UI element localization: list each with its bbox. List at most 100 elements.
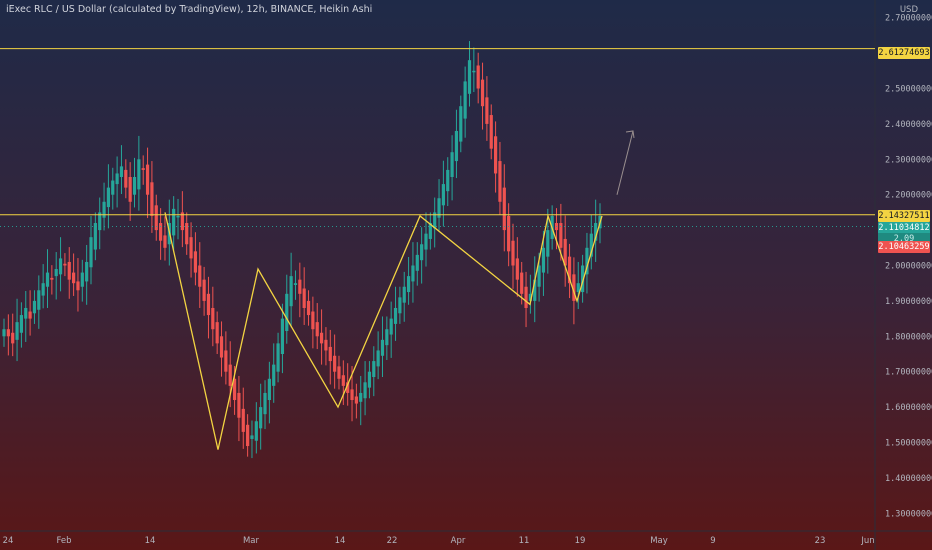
price-axis-label: 2.40000000 [885, 120, 932, 130]
candle-body [19, 315, 24, 333]
candlestick-series [2, 41, 602, 459]
candle-body [250, 435, 254, 439]
candle-body [346, 382, 350, 393]
time-axis-label: 23 [815, 536, 826, 546]
currency-label: USD [899, 5, 918, 15]
candle-body [385, 329, 389, 346]
time-axis-label: May [650, 536, 668, 546]
candle-body [232, 378, 237, 401]
candle-body [76, 281, 80, 291]
candle-body [115, 173, 119, 185]
price-axis-label: 2.30000000 [885, 155, 932, 165]
price-axis-label: 2.00000000 [885, 262, 932, 272]
candle-body [154, 205, 158, 231]
candle-body [206, 293, 211, 316]
candle-body [306, 300, 311, 316]
candle-body [293, 283, 298, 285]
candle-body [380, 339, 385, 356]
candle-body [119, 166, 124, 177]
candle-body [2, 329, 6, 337]
candle-body [337, 366, 341, 379]
candle-body [489, 115, 493, 149]
candle-body [585, 247, 589, 275]
candle-body [211, 307, 215, 330]
candle-body [389, 318, 393, 335]
candle-body [145, 164, 150, 195]
candle-body [172, 208, 176, 236]
candle-body [563, 238, 567, 266]
candle-body [128, 177, 132, 202]
candle-body [459, 106, 463, 142]
candle-body [541, 247, 546, 273]
candle-body [398, 297, 402, 314]
candle-body [594, 223, 598, 241]
candle-body [546, 230, 550, 257]
candle-body [520, 272, 524, 294]
candle-body [11, 332, 15, 344]
candle-body [289, 276, 293, 307]
price-axis-label: 1.70000000 [885, 368, 932, 378]
candle-body [446, 169, 450, 192]
candle-body [589, 233, 593, 257]
price-axis: 2.70000000 2.50000000 2.40000000 2.30000000… [885, 14, 932, 520]
candle-body [424, 233, 428, 250]
last-price-tag: 2.11034812 [878, 222, 930, 234]
time-axis-label: 19 [575, 536, 586, 546]
candle-body [502, 187, 506, 231]
candle-body [241, 408, 245, 432]
candle-body [93, 223, 97, 250]
candle-body [311, 311, 315, 330]
candle-body [276, 343, 280, 372]
candle-body [15, 322, 19, 340]
candle-body [102, 201, 106, 218]
candle-body [515, 258, 519, 280]
candle-body [85, 261, 89, 282]
candle-body [319, 332, 324, 344]
candle-body [124, 169, 128, 188]
horizontal-levels [0, 48, 875, 227]
candle-body [198, 265, 202, 287]
time-axis-label: Apr [451, 536, 466, 546]
projection-arrow-head [625, 130, 635, 139]
candle-body [67, 261, 71, 280]
candle-body [137, 159, 141, 190]
candle-body [6, 329, 10, 337]
candle-body [493, 136, 498, 174]
chart-title: iExec RLC / US Dollar (calculated by Tra… [6, 4, 373, 15]
zigzag-pattern-line[interactable] [164, 212, 603, 450]
candle-body [285, 293, 289, 331]
candle-body [402, 286, 406, 303]
time-axis: 24 Feb 14 Mar 14 22 Apr 11 19 May 9 23 Jun [3, 536, 875, 546]
candle-body [180, 212, 184, 231]
candle-body [302, 288, 306, 308]
candle-body [193, 251, 198, 273]
candle-body [111, 180, 115, 195]
candle-body [528, 293, 532, 301]
candle-body [472, 70, 476, 73]
candle-body [367, 371, 372, 388]
candle-body [219, 336, 224, 358]
candle-body [498, 161, 502, 202]
time-axis-label: 11 [519, 536, 530, 546]
candle-body [511, 240, 515, 266]
time-axis-label: 14 [335, 536, 346, 546]
candle-body [202, 279, 206, 301]
candle-body [572, 274, 576, 301]
candle-body [467, 60, 472, 94]
candle-body [159, 223, 163, 241]
zigzag-pattern-drawing [164, 130, 635, 450]
price-axis-label: 2.70000000 [885, 14, 932, 24]
candle-body [406, 276, 411, 293]
projection-arrow-line[interactable] [616, 130, 634, 195]
candle-body [428, 223, 432, 239]
candle-body [272, 364, 276, 386]
candle-body [411, 265, 415, 282]
candle-body [246, 424, 250, 447]
price-axis-label: 2.20000000 [885, 191, 932, 201]
candle-body [524, 286, 528, 308]
candle-body [507, 215, 511, 252]
candle-body [441, 184, 445, 206]
candle-body [433, 212, 437, 229]
